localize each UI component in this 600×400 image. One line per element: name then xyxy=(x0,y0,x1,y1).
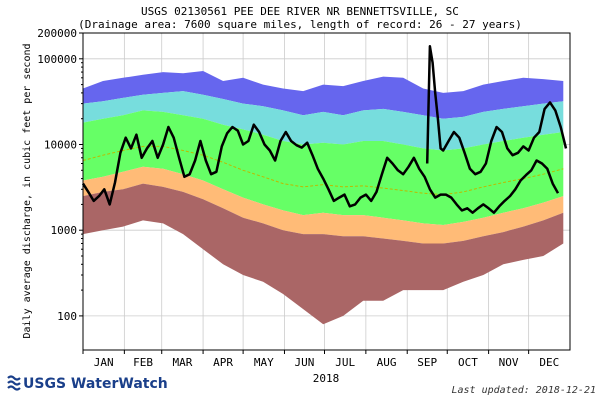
band-max-p90 xyxy=(83,71,564,119)
last-updated: Last updated: 2018-12-21 xyxy=(452,385,597,396)
x-month-label: APR xyxy=(213,356,233,369)
x-month-label: MAR xyxy=(172,356,192,369)
band-p10-min xyxy=(83,183,564,325)
x-month-label: OCT xyxy=(458,356,478,369)
observed-discharge-line-2 xyxy=(425,45,568,176)
y-tick-label: 100000 xyxy=(37,53,77,66)
y-tick-label: 10000 xyxy=(44,138,77,151)
x-month-label: JUN xyxy=(295,356,315,369)
chart-title: USGS 02130561 PEE DEE RIVER NR BENNETTSV… xyxy=(141,5,459,18)
y-axis-ticks: 200000 100000 10000 1000 100 xyxy=(37,27,83,323)
y-tick-label: 200000 xyxy=(37,27,77,40)
x-axis-label: 2018 xyxy=(313,372,340,385)
chart-subtitle: (Drainage area: 7600 square miles, lengt… xyxy=(78,18,522,31)
x-month-label: FEB xyxy=(133,356,153,369)
y-tick-label: 1000 xyxy=(51,224,78,237)
x-month-label: JAN xyxy=(94,356,114,369)
y-tick-label: 100 xyxy=(57,310,77,323)
logo-text: USGS WaterWatch xyxy=(23,376,168,392)
x-month-label: SEP xyxy=(417,356,437,369)
plot-border xyxy=(82,32,571,351)
band-p25-p10 xyxy=(83,166,564,244)
usgs-waterwatch-logo: USGS WaterWatch xyxy=(6,372,176,394)
x-month-label: NOV xyxy=(499,356,519,369)
x-month-label: MAY xyxy=(254,356,274,369)
plot-area xyxy=(81,32,571,351)
observed-discharge-line-1 xyxy=(81,123,560,214)
percentile-bands xyxy=(83,71,564,325)
x-axis-months: JAN FEB MAR APR MAY JUN JUL AUG SEP OCT NOV DEC xyxy=(82,350,559,369)
data-lines xyxy=(81,45,568,214)
band-p90-p75 xyxy=(83,91,564,151)
y-axis-label: Daily average discharge, in cubic feet p… xyxy=(22,43,33,338)
x-month-label: AUG xyxy=(377,356,397,369)
x-month-label: JUL xyxy=(335,356,355,369)
usgs-logo-icon: USGS WaterWatch xyxy=(7,375,168,392)
band-p75-p25 xyxy=(83,110,564,225)
x-month-label: DEC xyxy=(539,356,559,369)
